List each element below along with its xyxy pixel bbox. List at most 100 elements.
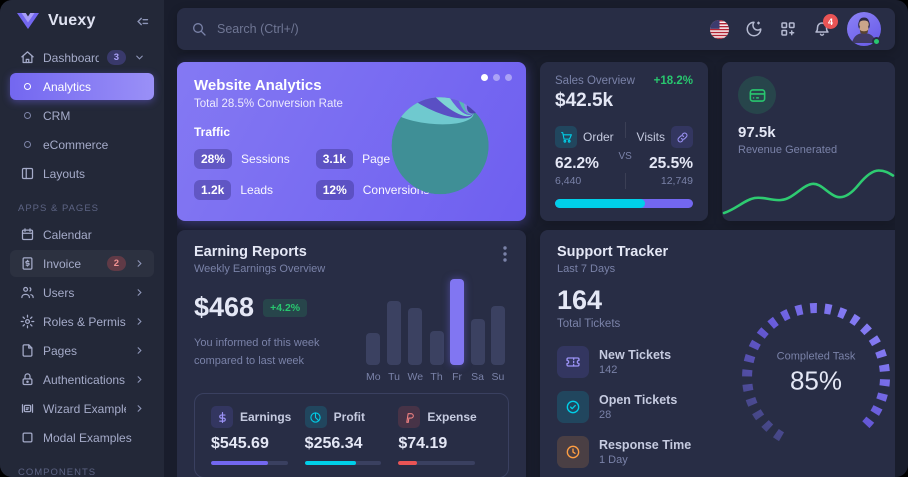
avatar[interactable] bbox=[847, 12, 881, 46]
row-value: 28 bbox=[599, 409, 612, 421]
sidebar-item-label: Wizard Examples bbox=[43, 401, 126, 416]
earnings-stat: Earnings $545.69 bbox=[211, 406, 305, 465]
modal-icon bbox=[19, 430, 35, 445]
cart-icon bbox=[555, 126, 577, 148]
file-icon bbox=[19, 343, 35, 358]
credit-card-icon bbox=[738, 76, 776, 114]
total-tickets-value: 164 bbox=[557, 285, 603, 315]
website-analytics-card: Website Analytics Total 28.5% Conversion… bbox=[177, 62, 526, 221]
kebab-menu-icon[interactable] bbox=[501, 244, 509, 264]
calendar-icon bbox=[19, 227, 35, 242]
notifications-button[interactable]: 4 bbox=[813, 14, 838, 38]
sidebar-item-label: Pages bbox=[43, 343, 78, 358]
stat-value: 1.2k bbox=[194, 180, 232, 200]
sidebar-item-calendar[interactable]: Calendar bbox=[10, 221, 154, 248]
sidebar-item-pages[interactable]: Pages bbox=[10, 337, 154, 364]
sidebar-item-crm[interactable]: CRM bbox=[10, 102, 154, 129]
invoice-badge: 2 bbox=[106, 256, 126, 271]
total-tickets-label: Total Tickets bbox=[557, 318, 621, 330]
gauge-label: Completed Task bbox=[776, 349, 856, 362]
stat-label: Profit bbox=[333, 410, 366, 424]
bar-label: Sa bbox=[471, 371, 484, 383]
top-navbar: 4 bbox=[177, 8, 895, 50]
bar-label: Tu bbox=[388, 371, 400, 383]
clock-icon bbox=[557, 436, 589, 468]
sidebar-item-label: Users bbox=[43, 285, 75, 300]
revenue-label: Revenue Generated bbox=[738, 144, 838, 156]
row-label: Response Time bbox=[599, 438, 692, 452]
bar-su[interactable]: Su bbox=[490, 279, 505, 383]
card-title: Website Analytics bbox=[194, 77, 322, 94]
earnings-description: You informed of this week compared to la… bbox=[194, 337, 320, 367]
bar-label: Th bbox=[430, 371, 443, 383]
chevron-right-icon bbox=[134, 403, 145, 414]
sidebar-item-layouts[interactable]: Layouts bbox=[10, 160, 154, 187]
sales-amount: $42.5k bbox=[555, 90, 614, 111]
sidebar-collapse-icon[interactable] bbox=[135, 14, 150, 29]
search-input[interactable] bbox=[217, 22, 700, 36]
bar-sa[interactable]: Sa bbox=[470, 279, 485, 383]
revenue-generated-card: 97.5k Revenue Generated bbox=[722, 62, 895, 221]
new-tickets-row: New Tickets 142 bbox=[557, 346, 727, 378]
stat-value: $545.69 bbox=[211, 435, 269, 452]
bar bbox=[429, 330, 444, 365]
sidebar-item-label: CRM bbox=[43, 108, 71, 123]
chevron-right-icon bbox=[134, 374, 145, 385]
bar-we[interactable]: We bbox=[408, 279, 423, 383]
home-icon bbox=[19, 50, 35, 65]
sidebar-section-apps-pages: APPS & PAGES bbox=[18, 203, 99, 214]
bar-label: Mo bbox=[366, 371, 381, 383]
sidebar-item-wizard-examples[interactable]: Wizard Examples bbox=[10, 395, 154, 422]
carousel-dot[interactable] bbox=[493, 74, 500, 81]
sidebar-item-authentications[interactable]: Authentications bbox=[10, 366, 154, 393]
language-flag-button[interactable] bbox=[710, 19, 729, 39]
brand-name: Vuexy bbox=[48, 12, 96, 29]
sidebar: Vuexy Dashboard 3 Analytics CRM bbox=[0, 0, 164, 477]
sales-change: +18.2% bbox=[653, 75, 693, 87]
row-label: Open Tickets bbox=[599, 393, 678, 407]
stat-conversions: 12% Conversions bbox=[315, 180, 429, 200]
carousel-dot[interactable] bbox=[505, 74, 512, 81]
stat-label: Sessions bbox=[241, 152, 290, 166]
bar bbox=[366, 333, 381, 365]
card-title: Support Tracker bbox=[557, 244, 669, 260]
chevron-right-icon bbox=[134, 345, 145, 356]
sidebar-item-users[interactable]: Users bbox=[10, 279, 154, 306]
sidebar-item-dashboard[interactable]: Dashboard 3 bbox=[10, 44, 154, 71]
link-icon bbox=[671, 126, 693, 148]
bar bbox=[387, 300, 402, 365]
sidebar-item-label: eCommerce bbox=[43, 137, 109, 152]
bar-th[interactable]: Th bbox=[429, 279, 444, 383]
expense-stat: Expense $74.19 bbox=[398, 406, 492, 465]
search-bar bbox=[191, 21, 700, 37]
stat-sessions: 28% Sessions bbox=[194, 149, 290, 169]
bullet-icon bbox=[23, 112, 31, 119]
order-percent: 62.2% bbox=[555, 155, 599, 172]
bell-icon bbox=[813, 20, 831, 38]
ticket-icon bbox=[557, 346, 589, 378]
weekly-bar-chart: Mo Tu We Th Fr Sa Su bbox=[352, 279, 509, 383]
bar-label: Su bbox=[491, 371, 505, 383]
carousel-dot-active[interactable] bbox=[481, 74, 488, 81]
bar-tu[interactable]: Tu bbox=[387, 279, 402, 383]
sidebar-item-ecommerce[interactable]: eCommerce bbox=[10, 131, 154, 158]
chevron-down-icon bbox=[134, 52, 145, 63]
bar bbox=[470, 319, 485, 365]
bar-fr[interactable]: Fr bbox=[450, 279, 465, 383]
shortcuts-button[interactable] bbox=[779, 20, 797, 38]
theme-toggle-button[interactable] bbox=[745, 20, 763, 38]
layout-icon bbox=[19, 166, 35, 181]
sidebar-item-modal-examples[interactable]: Modal Examples bbox=[10, 424, 154, 451]
sidebar-item-roles-permissions[interactable]: Roles & Permissions bbox=[10, 308, 154, 335]
notification-badge: 4 bbox=[823, 14, 838, 29]
bullet-icon bbox=[23, 83, 31, 90]
sidebar-item-label: Analytics bbox=[43, 79, 92, 94]
bar-mo[interactable]: Mo bbox=[366, 279, 381, 383]
earning-summary-box: Earnings $545.69 Profit $256.34 bbox=[194, 393, 509, 477]
weekly-earnings-amount: $468 bbox=[194, 292, 255, 323]
online-status-dot bbox=[872, 37, 881, 46]
profit-stat: Profit $256.34 bbox=[304, 406, 399, 465]
sidebar-item-invoice[interactable]: Invoice 2 bbox=[10, 250, 154, 277]
sidebar-item-analytics[interactable]: Analytics bbox=[10, 73, 154, 100]
sidebar-item-label: Invoice bbox=[43, 256, 82, 271]
